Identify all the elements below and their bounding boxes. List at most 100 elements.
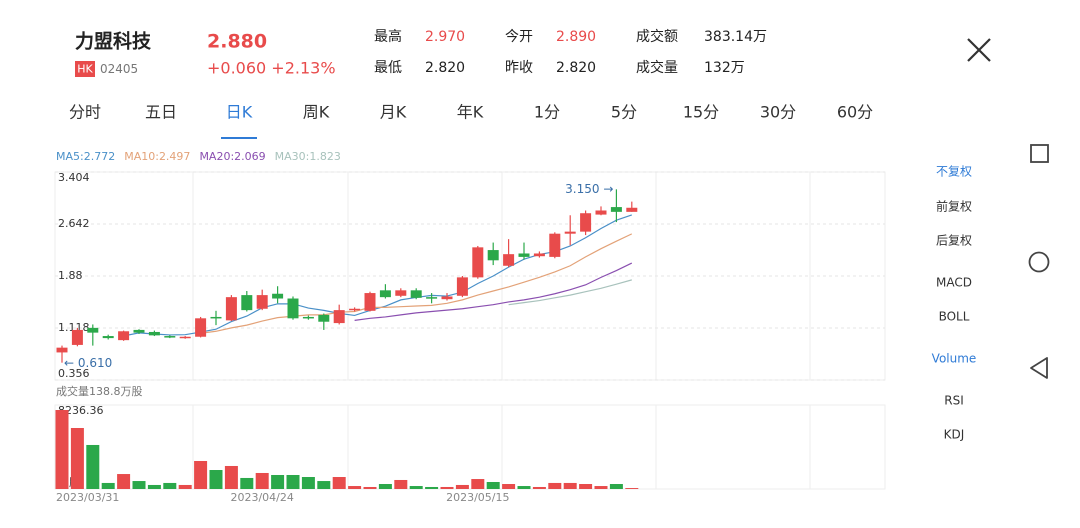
volume-bar <box>409 486 423 489</box>
stat-label: 最低 <box>374 60 402 76</box>
candle-body <box>56 347 68 353</box>
side-option[interactable]: 不复权 <box>936 165 972 179</box>
volume-bar <box>55 410 69 489</box>
stat-value: 2.970 <box>425 29 465 45</box>
stat-value: 383.14万 <box>704 29 767 45</box>
side-option[interactable]: 前复权 <box>936 199 972 214</box>
volume-bar <box>363 486 377 489</box>
y-tick-label: 0.356 <box>58 367 90 380</box>
y-tick-label: 3.404 <box>58 171 90 184</box>
volume-bar <box>317 481 331 489</box>
candle-body <box>379 290 391 298</box>
volume-bar <box>332 477 346 489</box>
price-change: +0.060 +2.13% <box>207 59 336 78</box>
tab[interactable]: 分时 <box>69 103 101 122</box>
stat-value: 2.820 <box>425 60 465 76</box>
candle-body <box>626 207 638 212</box>
candle-body <box>595 210 607 215</box>
tab[interactable]: 月K <box>380 103 407 122</box>
stock-name: 力盟科技 <box>75 30 152 53</box>
volume-bar <box>286 474 300 489</box>
back[interactable] <box>1030 357 1048 379</box>
volume-bar <box>378 484 392 489</box>
volume-bar <box>348 486 362 489</box>
candle-body <box>533 253 545 257</box>
candle-body <box>225 297 237 321</box>
stat-label: 成交量 <box>636 59 678 76</box>
volume-bar <box>86 444 100 489</box>
side-option[interactable]: KDJ <box>944 428 965 442</box>
candle-body <box>610 207 622 212</box>
x-tick-label: 2023/05/15 <box>446 491 509 504</box>
candle-body <box>256 295 268 309</box>
home[interactable] <box>1028 251 1050 273</box>
volume-bar <box>579 484 593 489</box>
candle-body <box>349 308 361 311</box>
volume-bar <box>255 472 269 489</box>
candle-body <box>210 316 222 319</box>
market-badge <box>75 61 95 77</box>
volume-bar <box>517 486 531 489</box>
side-option[interactable]: RSI <box>944 394 964 408</box>
price: 2.880 <box>207 31 267 53</box>
volume-bar <box>548 482 562 489</box>
candle-body <box>503 254 515 266</box>
close-button[interactable] <box>967 38 991 62</box>
volume-bar <box>301 477 315 489</box>
volume-bar <box>194 460 208 489</box>
volume-tick-label: 8236.36 <box>58 404 104 417</box>
candle-body <box>518 253 530 257</box>
ma-legend: MA5:2.772 <box>56 150 115 163</box>
candle-body <box>287 298 299 319</box>
tab[interactable]: 5分 <box>611 103 637 122</box>
candle-body <box>318 314 330 322</box>
stat-label: 最高 <box>374 28 402 45</box>
market-label: HK <box>77 63 93 76</box>
volume-bar <box>147 484 161 489</box>
side-option[interactable]: 后复权 <box>936 234 972 248</box>
tab[interactable]: 15分 <box>683 103 719 122</box>
volume-title: 成交量138.8万股 <box>56 384 143 398</box>
side-option[interactable]: Volume <box>932 352 977 366</box>
tab[interactable]: 日K <box>226 103 253 122</box>
candle-body <box>456 277 468 296</box>
tab[interactable]: 1分 <box>534 103 560 122</box>
tab[interactable]: 30分 <box>760 103 796 122</box>
volume-bar <box>609 484 623 489</box>
candle-body <box>195 318 207 337</box>
stock-code: 02405 <box>100 62 138 76</box>
volume-bar <box>425 486 439 489</box>
chart-frame <box>54 171 886 490</box>
recent-apps[interactable] <box>1030 144 1049 163</box>
tab[interactable]: 五日 <box>145 103 177 122</box>
candle-body <box>410 290 422 298</box>
volume-bar <box>471 479 485 489</box>
volume-bar <box>594 486 608 489</box>
tab[interactable]: 年K <box>457 103 484 122</box>
volume-bar <box>132 481 146 489</box>
plot: 3.4042.6421.881.1180.3568236.36MA5:2.772… <box>55 150 885 504</box>
tab[interactable]: 周K <box>303 103 330 122</box>
volume-bar <box>70 427 84 489</box>
volume-bar <box>440 486 454 489</box>
candle-body <box>302 316 314 319</box>
candle-body <box>118 331 130 341</box>
low-annotation: ← 0.610 <box>64 356 112 370</box>
candle-body <box>241 295 253 311</box>
tab[interactable]: 60分 <box>837 103 873 122</box>
volume-bar <box>101 482 115 489</box>
y-tick-label: 1.88 <box>58 269 83 282</box>
stat-label: 成交额 <box>636 28 678 45</box>
side-option[interactable]: BOLL <box>939 310 970 324</box>
candle-body <box>87 327 99 333</box>
y-tick-label: 2.642 <box>58 217 90 230</box>
candle-body <box>179 336 191 339</box>
tab-bar: 分时 五日 日K 周K 月K 年K 1分 5分 15分 30分 60分 <box>69 103 873 139</box>
ma-line <box>200 233 633 334</box>
candle-body <box>71 329 83 345</box>
volume-bar <box>178 484 192 489</box>
side-option[interactable]: MACD <box>936 276 972 290</box>
candle-body <box>395 290 407 296</box>
ma-line <box>354 262 633 321</box>
